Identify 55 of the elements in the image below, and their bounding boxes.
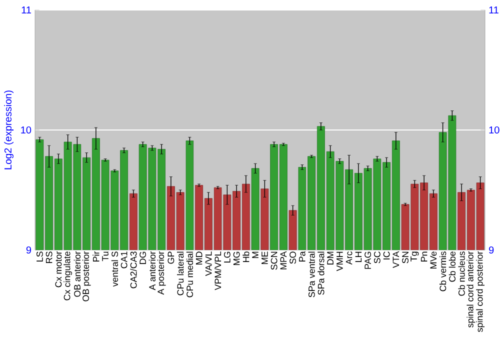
x-tick-label: A posterior bbox=[157, 251, 166, 295]
x-tick-label: spinal cord posterior bbox=[476, 251, 485, 332]
x-tick-label: Cx motor bbox=[55, 251, 62, 288]
x-tick-label: SCN bbox=[270, 252, 278, 270]
x-tick-label: IC bbox=[383, 252, 390, 260]
x-tick-label: DG bbox=[140, 252, 146, 264]
x-tick-label: spinal cord anterior bbox=[466, 251, 476, 328]
x-tick-label: Cx cingulate bbox=[64, 252, 72, 300]
x-tick-label: M bbox=[252, 252, 258, 258]
x-tick-label: OB anterior bbox=[74, 251, 81, 297]
x-tick-label: VMH bbox=[336, 252, 343, 272]
x-tick-label: SC bbox=[374, 252, 380, 264]
x-tick-label: VA/VL bbox=[205, 251, 212, 276]
x-tick-label: Pn bbox=[420, 252, 428, 262]
x-tick-label: SO bbox=[290, 252, 296, 264]
x-tick-label: CA2/CA3 bbox=[130, 252, 137, 288]
x-tick-label: GP bbox=[168, 252, 174, 264]
x-tick-label: CA1 bbox=[120, 252, 128, 268]
y-tick-label: 10 bbox=[21, 126, 32, 134]
x-tick-label: LG bbox=[224, 252, 230, 262]
x-tick-label: MPA bbox=[280, 251, 287, 270]
x-tick-label: SPa dorsal bbox=[318, 252, 324, 295]
y2-tick-label: 10 bbox=[489, 126, 500, 134]
y-axis-title: Log2 (expression) bbox=[4, 90, 14, 170]
y-tick-label: 11 bbox=[22, 6, 31, 14]
x-tick-label: Tu bbox=[102, 252, 108, 262]
x-tick-label: Cb lobe bbox=[448, 252, 456, 282]
x-tick-label: VPM/VPL bbox=[214, 251, 222, 290]
x-tick-label: Pa bbox=[299, 251, 306, 262]
x-tick-label: SPa ventral bbox=[308, 252, 315, 298]
x-tick-label: Tg bbox=[410, 252, 419, 262]
x-tick-label: CPu medial bbox=[186, 252, 194, 298]
x-tick-label: Pir bbox=[92, 251, 100, 262]
x-tick-label: MG bbox=[233, 252, 240, 265]
x-tick-label: SN bbox=[402, 252, 409, 264]
x-tick-label: LS bbox=[36, 252, 43, 262]
x-tick-label: MD bbox=[196, 252, 202, 264]
x-tick-label: MVe bbox=[430, 252, 437, 268]
y2-tick-label: 11 bbox=[489, 6, 498, 14]
x-tick-label: Cb vermis bbox=[440, 252, 446, 292]
y2-tick-label: 9 bbox=[489, 246, 494, 254]
x-tick-label: DM bbox=[327, 252, 334, 264]
x-tick-label: Cb nucleus bbox=[458, 252, 465, 296]
x-tick-label: LH bbox=[355, 252, 362, 262]
x-tick-label: VTA bbox=[392, 251, 400, 268]
x-tick-label: CPu lateral bbox=[177, 252, 184, 296]
x-tick-label: RS bbox=[46, 252, 52, 263]
y-tick-label: 9 bbox=[26, 246, 32, 254]
x-tick-label: PAG bbox=[364, 252, 372, 269]
x-tick-label: OB posterior bbox=[82, 251, 91, 302]
x-tick-label: ME bbox=[262, 252, 268, 264]
x-tick-label: A anterior bbox=[148, 251, 156, 290]
x-tick-label: Hb bbox=[242, 252, 250, 262]
x-tick-label: Arc bbox=[346, 251, 352, 265]
x-tick-label: ventral S bbox=[111, 252, 118, 287]
